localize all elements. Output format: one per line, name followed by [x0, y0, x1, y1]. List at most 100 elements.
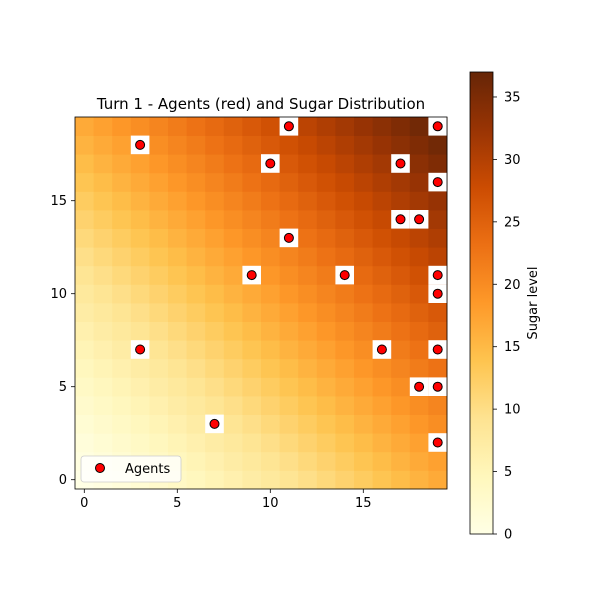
sugar-cell	[168, 284, 187, 304]
sugar-cell	[223, 191, 243, 211]
sugar-cell	[335, 117, 355, 136]
sugar-cell	[409, 265, 429, 285]
sugar-cell	[223, 154, 243, 174]
sugar-cell	[93, 303, 113, 322]
sugar-cell	[75, 135, 94, 155]
sugar-cell	[428, 451, 448, 471]
agent-marker	[414, 381, 425, 392]
sugar-cell	[242, 470, 262, 490]
sugar-cell	[372, 191, 392, 211]
sugar-cell	[298, 377, 318, 397]
agent-marker	[283, 232, 294, 243]
sugar-cell	[205, 228, 225, 248]
sugar-cell	[428, 210, 448, 229]
sugar-cell	[391, 303, 411, 322]
sugar-cell	[316, 247, 336, 267]
sugar-cell	[261, 358, 280, 378]
agent-marker	[395, 214, 406, 225]
sugar-cell	[428, 154, 448, 174]
y-tick-label: 0	[59, 473, 67, 488]
sugar-cell	[372, 321, 392, 341]
sugar-cell	[372, 470, 392, 490]
sugar-cell	[75, 117, 94, 136]
sugar-cell	[279, 191, 299, 211]
y-tick-label: 10	[50, 287, 67, 302]
sugar-cell	[354, 321, 373, 341]
sugar-cell	[335, 433, 355, 453]
sugar-cell	[75, 303, 94, 322]
agent-marker	[283, 121, 294, 132]
colorbar-label: Sugar level	[526, 266, 541, 339]
sugar-cell	[298, 321, 318, 341]
sugar-cell	[298, 191, 318, 211]
sugar-cell	[409, 470, 429, 490]
sugar-cell	[149, 321, 169, 341]
sugar-cell	[298, 433, 318, 453]
sugar-cell	[298, 117, 318, 136]
sugar-cell	[298, 265, 318, 285]
sugar-cell	[168, 303, 187, 322]
sugar-cell	[354, 451, 373, 471]
sugar-cell	[149, 191, 169, 211]
sugar-cell	[223, 451, 243, 471]
sugar-cell	[372, 172, 392, 192]
sugar-cell	[75, 191, 94, 211]
sugar-cell	[261, 470, 280, 490]
sugar-cell	[372, 154, 392, 174]
sugar-cell	[428, 228, 448, 248]
sugar-cell	[409, 172, 429, 192]
sugar-cell	[391, 191, 411, 211]
sugar-cell	[130, 210, 150, 229]
sugar-cell	[168, 340, 187, 360]
sugar-cell	[409, 247, 429, 267]
colorbar-tick-label: 10	[504, 403, 521, 418]
sugar-cell	[354, 135, 373, 155]
sugar-cell	[205, 117, 225, 136]
sugar-cell	[75, 247, 94, 267]
sugar-cell	[335, 377, 355, 397]
sugar-cell	[112, 303, 132, 322]
sugar-cell	[391, 377, 411, 397]
legend-box	[80, 455, 182, 483]
sugar-cell	[186, 210, 206, 229]
sugar-cell	[261, 284, 280, 304]
sugar-cell	[205, 210, 225, 229]
sugar-cell	[316, 265, 336, 285]
sugar-cell	[223, 396, 243, 415]
sugar-cell	[316, 117, 336, 136]
sugar-cell	[93, 396, 113, 415]
sugar-cell	[149, 247, 169, 267]
sugar-cell	[428, 358, 448, 378]
sugar-cell	[372, 414, 392, 434]
sugar-cell	[149, 284, 169, 304]
sugar-cell	[372, 358, 392, 378]
legend: Agents	[80, 455, 182, 483]
sugar-cell	[149, 210, 169, 229]
sugar-cell	[335, 135, 355, 155]
sugar-cell	[93, 358, 113, 378]
sugar-cell	[75, 396, 94, 415]
agent-marker	[209, 418, 220, 429]
sugar-cell	[261, 414, 280, 434]
sugar-cell	[186, 377, 206, 397]
sugar-cell	[205, 340, 225, 360]
sugar-cell	[372, 396, 392, 415]
sugar-cell	[168, 265, 187, 285]
agent-marker	[432, 437, 443, 448]
sugar-cell	[335, 154, 355, 174]
sugar-cell	[186, 284, 206, 304]
sugar-cell	[409, 340, 429, 360]
sugar-cell	[168, 172, 187, 192]
agent-marker	[432, 288, 443, 299]
sugar-cell	[130, 321, 150, 341]
sugar-cell	[223, 117, 243, 136]
sugar-cell	[112, 210, 132, 229]
sugar-cell	[168, 321, 187, 341]
sugar-cell	[168, 210, 187, 229]
sugar-cell	[298, 470, 318, 490]
sugar-cell	[428, 470, 448, 490]
sugar-cell	[298, 340, 318, 360]
sugar-cell	[168, 414, 187, 434]
sugar-cell	[223, 210, 243, 229]
sugar-cell	[186, 340, 206, 360]
